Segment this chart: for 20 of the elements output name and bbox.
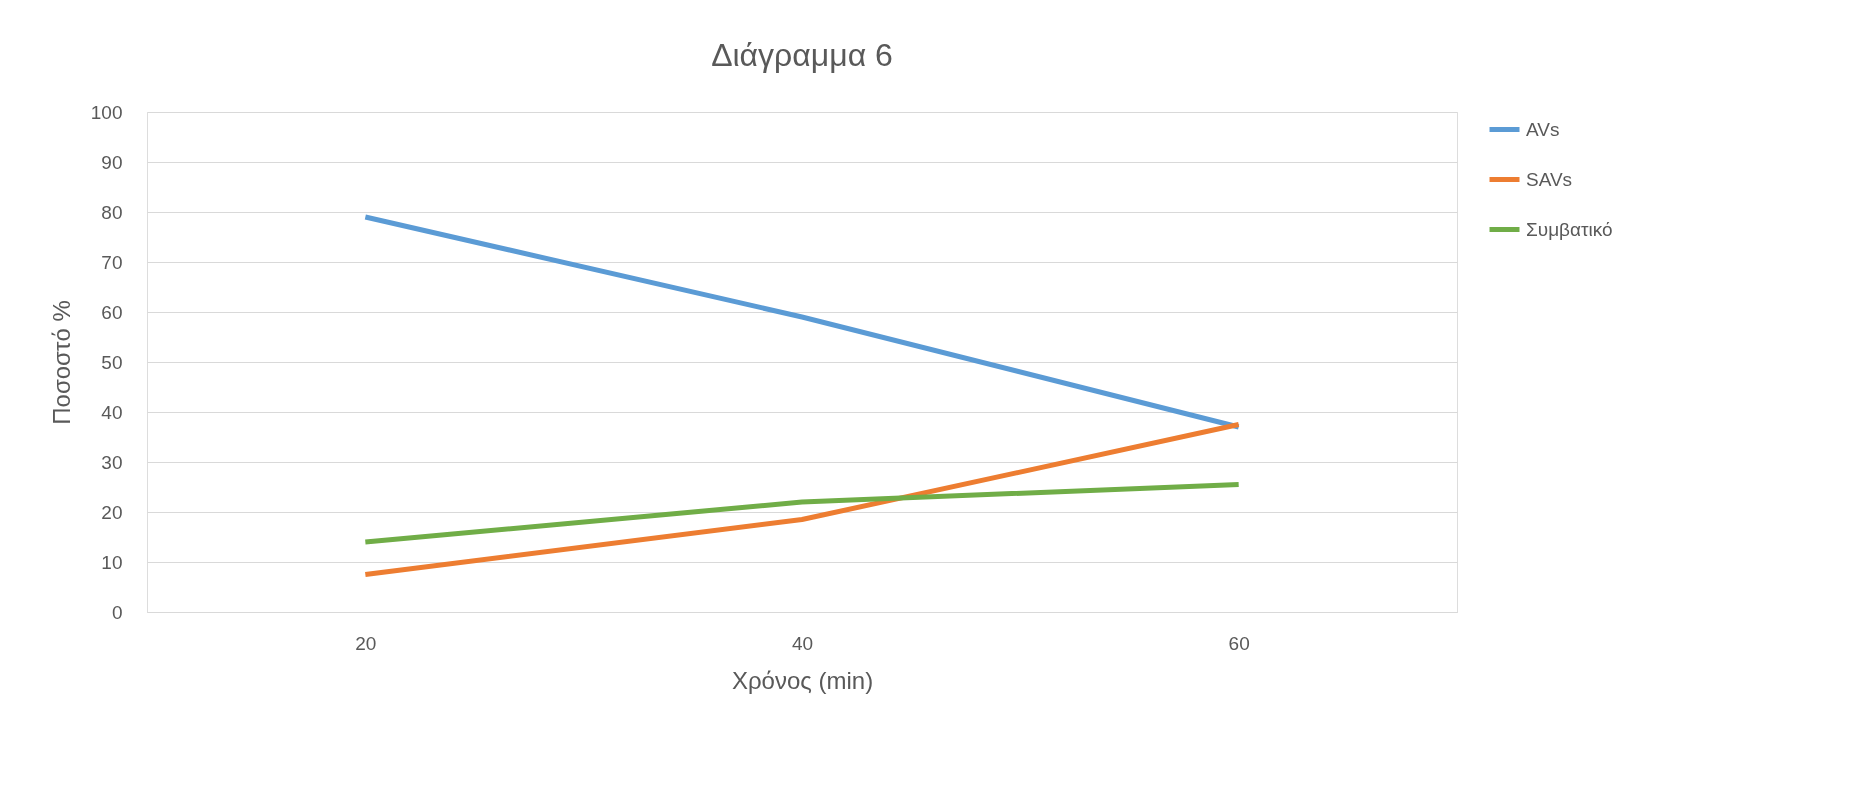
y-tick-label: 40 [101, 401, 123, 423]
y-tick-label: 0 [111, 601, 123, 623]
legend-label: Συμβατικό [1526, 218, 1613, 240]
x-axis-title: Χρόνος (min) [731, 666, 874, 694]
x-tick-label: 20 [355, 632, 377, 654]
y-tick-label: 10 [101, 551, 123, 573]
x-tick-label: 40 [791, 632, 814, 654]
y-tick-label: 30 [101, 451, 123, 473]
y-tick-label: 90 [101, 151, 123, 173]
y-tick-label: 20 [101, 501, 123, 523]
y-tick-label: 60 [101, 301, 123, 323]
y-axis-title: Ποσοστό % [47, 300, 75, 425]
x-tick-label: 60 [1228, 632, 1250, 654]
y-tick-label: 80 [101, 201, 123, 223]
chart-title: Διάγραμμα 6 [711, 37, 893, 73]
y-tick-label: 50 [101, 351, 123, 373]
y-tick-label: 100 [90, 101, 123, 123]
legend-label: SAVs [1526, 168, 1573, 190]
legend-label: AVs [1526, 118, 1560, 140]
y-tick-label: 70 [101, 251, 123, 273]
